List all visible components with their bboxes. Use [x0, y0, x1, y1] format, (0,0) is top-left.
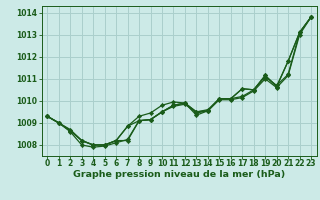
- X-axis label: Graphe pression niveau de la mer (hPa): Graphe pression niveau de la mer (hPa): [73, 170, 285, 179]
